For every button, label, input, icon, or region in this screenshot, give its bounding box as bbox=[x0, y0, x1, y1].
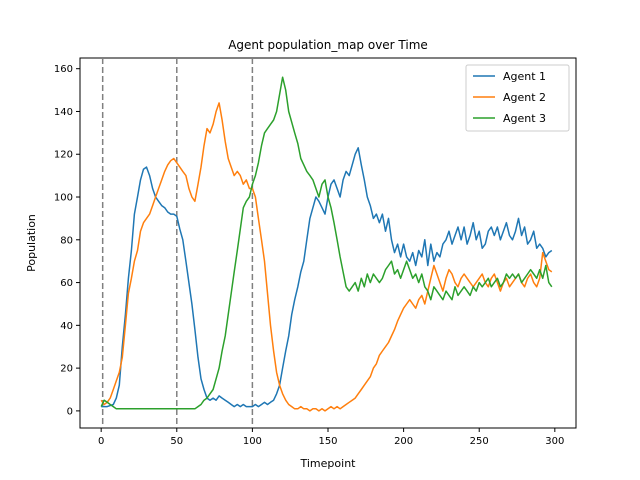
y-tick-label: 0 bbox=[67, 406, 73, 417]
y-axis: 0 20 40 60 80 100 120 140 160 bbox=[54, 64, 80, 417]
y-tick-label: 60 bbox=[60, 278, 73, 289]
x-axis-title: Timepoint bbox=[300, 457, 357, 470]
y-tick-label: 80 bbox=[60, 235, 73, 246]
y-tick-label: 120 bbox=[54, 150, 73, 161]
x-tick-label: 0 bbox=[98, 436, 104, 447]
series-lines bbox=[100, 76, 553, 412]
x-tick-label: 100 bbox=[243, 436, 262, 447]
legend-label: Agent 2 bbox=[503, 91, 546, 104]
y-tick-label: 100 bbox=[54, 193, 73, 204]
y-tick-label: 40 bbox=[60, 321, 73, 332]
legend: Agent 1 Agent 2 Agent 3 bbox=[465, 64, 570, 132]
x-tick-label: 200 bbox=[394, 436, 413, 447]
y-tick-label: 160 bbox=[54, 64, 73, 75]
y-axis-title: Population bbox=[25, 214, 38, 272]
series-line-3 bbox=[100, 76, 553, 410]
legend-label: Agent 3 bbox=[503, 112, 546, 125]
series-line-2 bbox=[100, 102, 553, 412]
reference-lines bbox=[101, 58, 254, 428]
x-tick-label: 50 bbox=[170, 436, 183, 447]
x-tick-label: 300 bbox=[545, 436, 564, 447]
y-tick-label: 140 bbox=[54, 107, 73, 118]
x-tick-label: 250 bbox=[470, 436, 489, 447]
y-tick-label: 20 bbox=[60, 364, 73, 375]
chart-title: Agent population_map over Time bbox=[228, 38, 428, 52]
x-tick-label: 150 bbox=[318, 436, 337, 447]
x-axis: 0 50 100 150 200 250 300 bbox=[98, 428, 564, 447]
legend-label: Agent 1 bbox=[503, 70, 546, 83]
legend-box bbox=[465, 64, 570, 132]
series-line-1 bbox=[101, 147, 553, 408]
